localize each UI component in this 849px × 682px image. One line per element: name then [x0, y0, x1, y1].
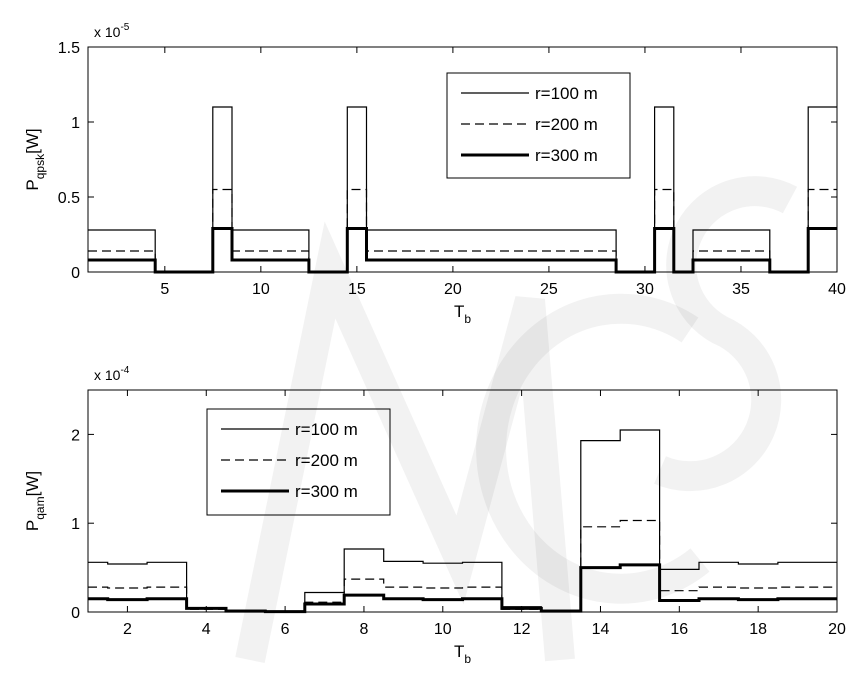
chart-1-multiplier: x 10-5: [94, 22, 130, 40]
chart-1-legend-label-3: r=300 m: [535, 146, 598, 165]
chart-2-y-axis-label: Pqam[W]: [23, 471, 47, 531]
chart-2-series-2-line: [88, 519, 837, 613]
chart-2-x-tick-label: 4: [202, 621, 211, 638]
chart-2-y-axis-label-unit: [W]: [23, 471, 42, 497]
chart-1-x-tick-label: 5: [160, 281, 169, 298]
chart-2-x-tick-label: 20: [828, 621, 846, 638]
chart-1-x-tick-label: 20: [444, 281, 462, 298]
chart-1-y-tick-label: 1.5: [58, 40, 80, 57]
chart-1-y-axis-label-subscript: qpsk: [33, 153, 47, 179]
chart-1-y-axis-label: Pqpsk[W]: [23, 128, 47, 190]
chart-1-x-tick-label: 10: [252, 281, 270, 298]
chart-1: 5 10 15 20 25 30 35 40 0 0.5 1 1.5 x 10-5 Tb Pqpsk[W] r…: [23, 22, 846, 326]
chart-1-legend-label-2: r=200 m: [535, 115, 598, 134]
chart-2-x-tick-label: 14: [592, 621, 610, 638]
chart-2-legend-label-1: r=100 m: [295, 420, 358, 439]
chart-2-y-tick-label: 1: [71, 516, 80, 533]
chart-2-x-tick-label: 2: [123, 621, 132, 638]
chart-1-x-tick-label: 35: [732, 281, 750, 298]
chart-1-legend-label-1: r=100 m: [535, 84, 598, 103]
chart-2-x-tick-label: 18: [749, 621, 767, 638]
chart-1-y-tick-label: 1: [71, 115, 80, 132]
chart-1-series-3-line: [88, 227, 837, 274]
chart-2-x-axis-label: Tb: [454, 642, 471, 666]
chart-2-multiplier-exponent: -4: [120, 365, 129, 376]
chart-2-x-tick-label: 12: [513, 621, 531, 638]
chart-2-series-group: [88, 429, 837, 614]
chart-2-legend-label-3: r=300 m: [295, 482, 358, 501]
chart-2-legend-label-2: r=200 m: [295, 451, 358, 470]
chart-2-plot-area: [88, 390, 837, 612]
chart-1-x-axis-label-subscript: b: [464, 312, 471, 326]
chart-2-y-tick-label: 2: [71, 427, 80, 444]
chart-1-x-tick-label: 30: [636, 281, 654, 298]
chart-2-series-3-line: [88, 563, 837, 614]
chart-2-x-tick-label: 6: [281, 621, 290, 638]
chart-1-x-axis-label: Tb: [454, 302, 471, 326]
chart-2-y-tick-label: 0: [71, 605, 80, 622]
chart-1-axes-box: [87, 46, 838, 273]
chart-2-x-tick-label: 16: [670, 621, 688, 638]
chart-2-legend-box: [206, 408, 391, 516]
chart-2-x-tick-label: 8: [359, 621, 368, 638]
chart-1-legend-box: [446, 72, 631, 179]
chart-1-x-tick-label: 15: [348, 281, 366, 298]
chart-1-series-group: [88, 106, 837, 274]
chart-1-y-axis-label-unit: [W]: [23, 128, 42, 154]
chart-1-y-tick-label: 0: [71, 265, 80, 282]
chart-2-y-axis-label-subscript: qam: [33, 496, 47, 519]
chart-2-x-tick-label: 10: [434, 621, 452, 638]
chart-2-x-axis-label-subscript: b: [464, 652, 471, 666]
chart-2-legend: r=100 m r=200 m r=300 m: [206, 408, 391, 516]
chart-1-x-tick-label: 40: [828, 281, 846, 298]
chart-1-multiplier-exponent: -5: [120, 22, 129, 33]
chart-2-axes-box: [87, 389, 838, 613]
chart-1-x-tick-label: 25: [540, 281, 558, 298]
chart-2-multiplier: x 10-4: [94, 365, 130, 383]
chart-1-series-2-line: [88, 188, 837, 273]
chart-1-series-1-line: [88, 106, 837, 273]
chart-1-y-tick-label: 0.5: [58, 190, 80, 207]
chart-1-legend: r=100 m r=200 m r=300 m: [446, 72, 631, 179]
